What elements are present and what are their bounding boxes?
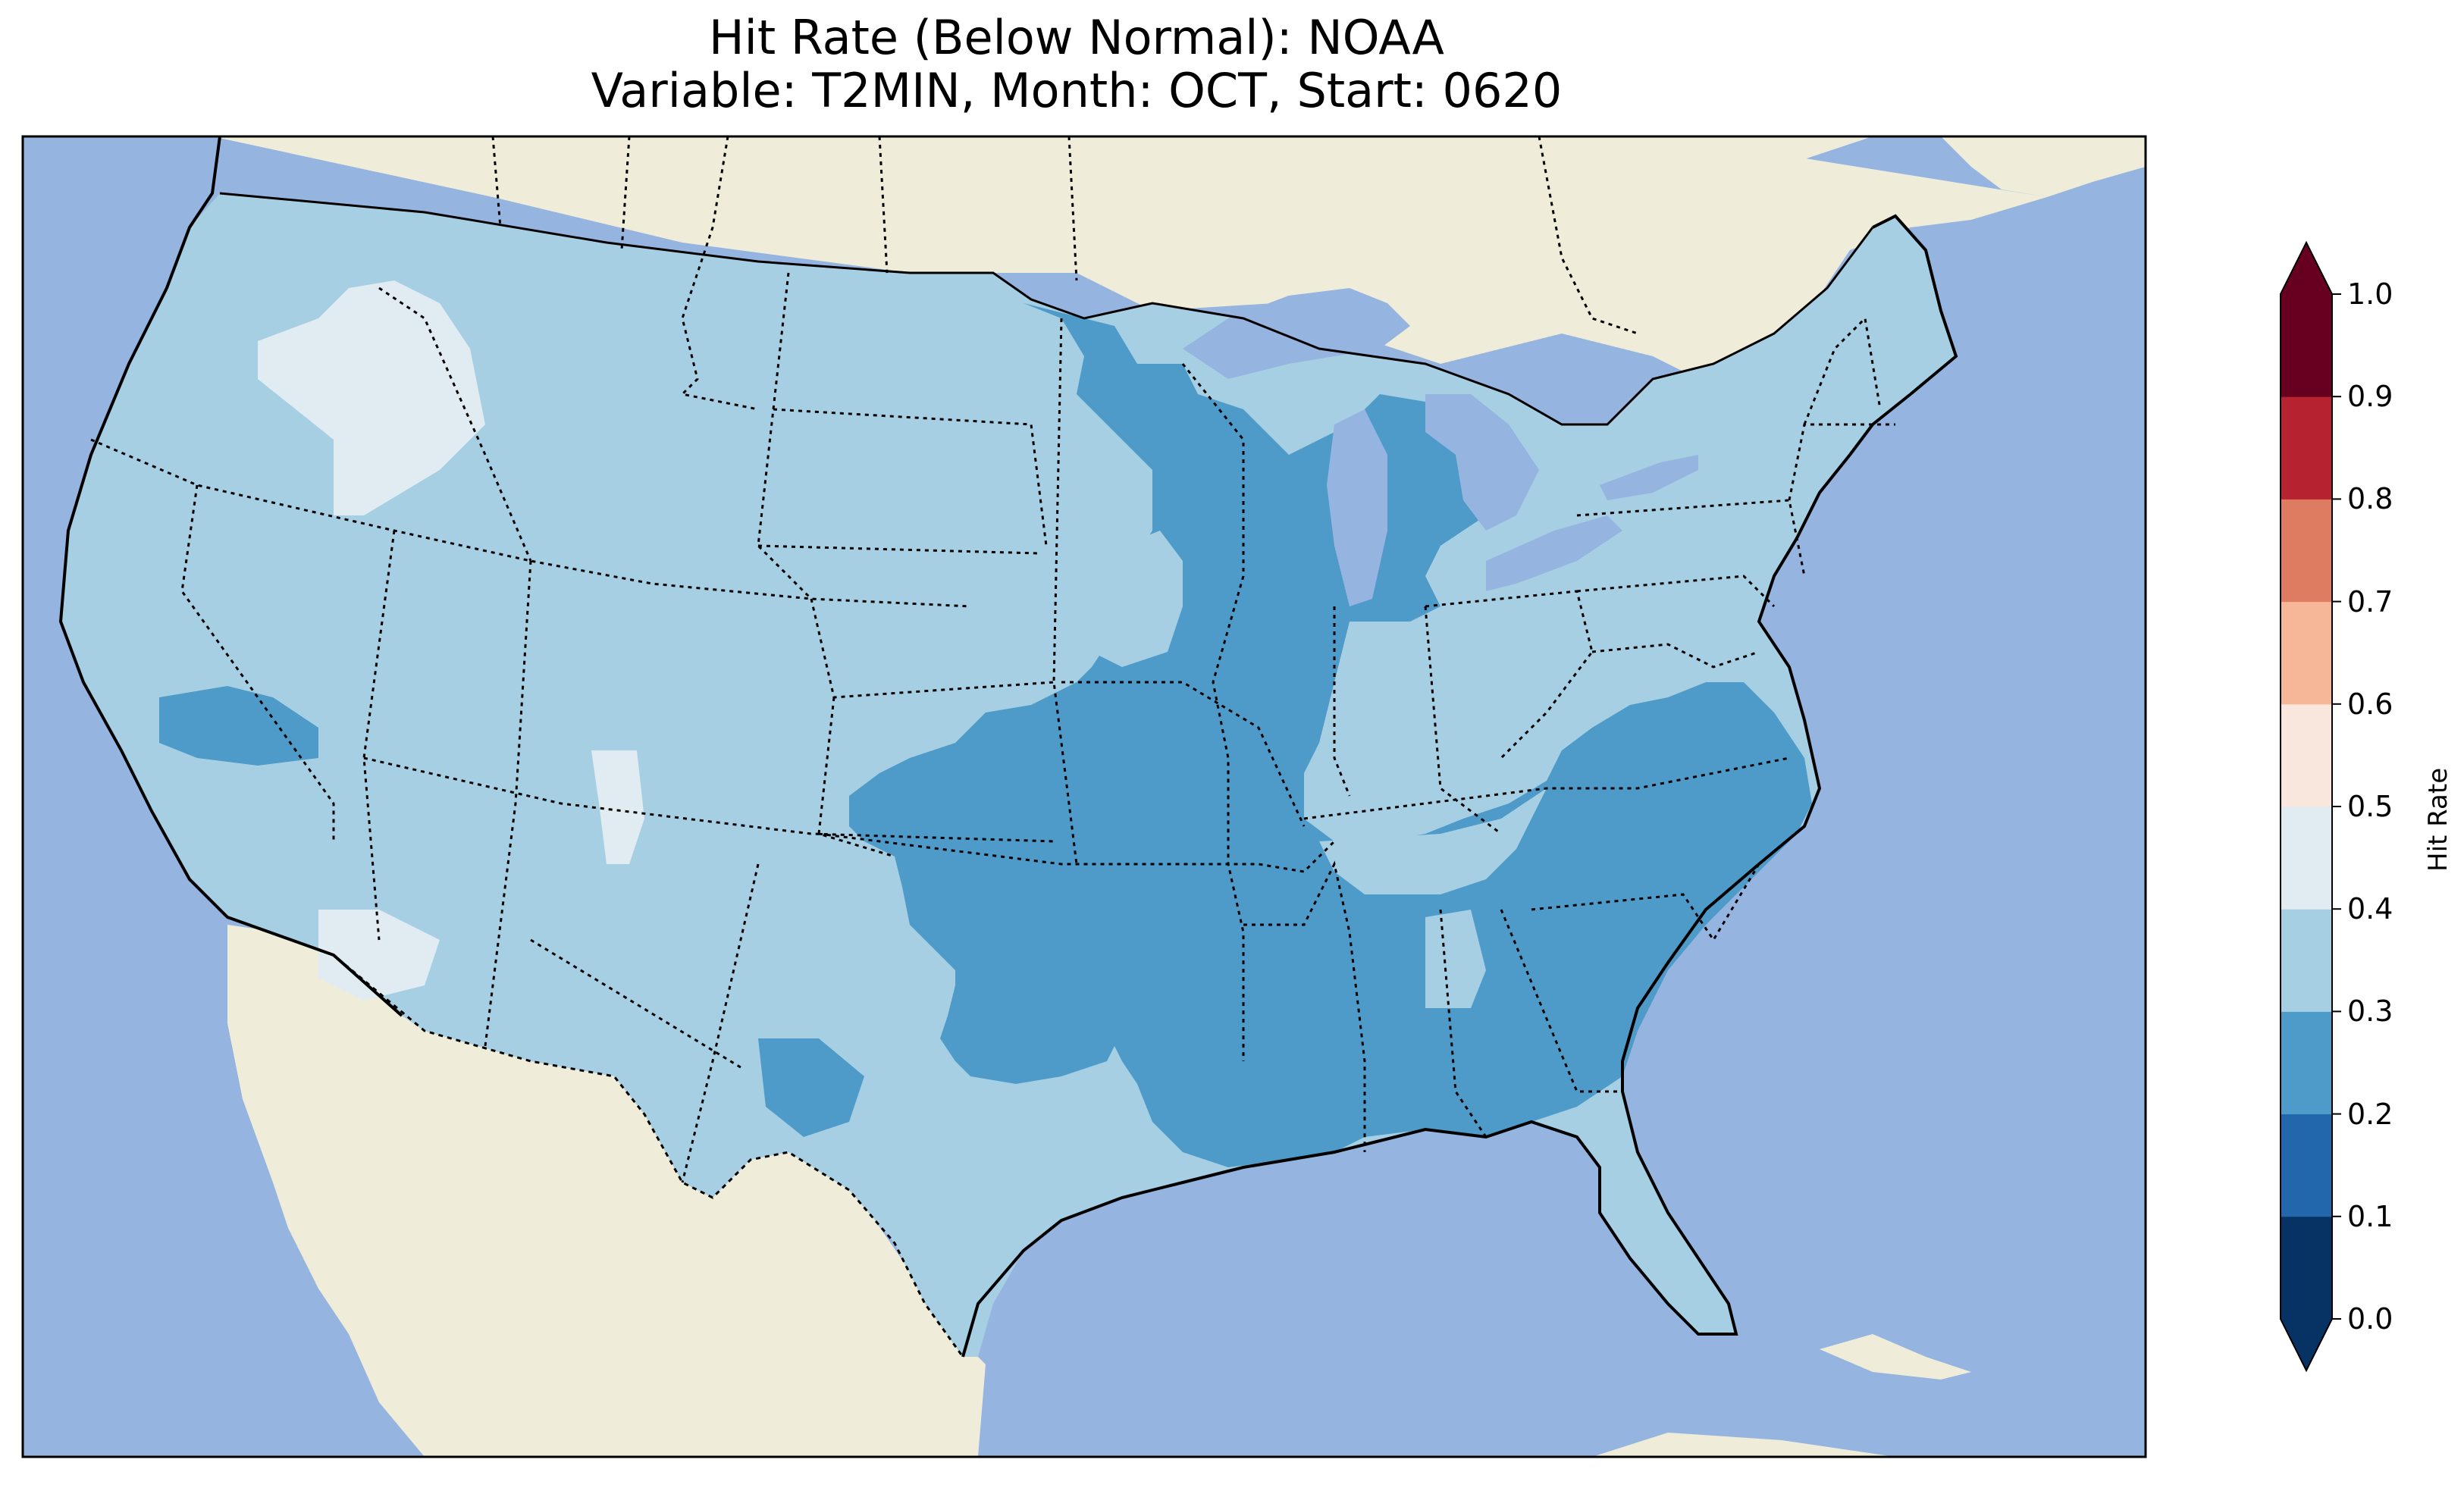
coastline bbox=[58, 136, 1958, 1358]
caribbean-land bbox=[1820, 1334, 1971, 1380]
lake-michigan bbox=[1327, 409, 1387, 606]
colorbar-bin-2 bbox=[2281, 1011, 2332, 1115]
colorbar-tick-label: 0.5 bbox=[2347, 790, 2393, 823]
colorbar-tick-label: 0.9 bbox=[2347, 380, 2393, 414]
lake-huron bbox=[1425, 394, 1539, 531]
indiana-pocket bbox=[1334, 622, 1425, 758]
us-canada-border bbox=[219, 192, 1874, 426]
hit-rate-0.2-0.3-central bbox=[849, 303, 1812, 1167]
colorbar-tick-label: 1.0 bbox=[2347, 277, 2393, 311]
texas-panhandle-pocket bbox=[758, 1038, 864, 1137]
lake-superior bbox=[1183, 288, 1410, 379]
colorbar-extend-top bbox=[2281, 243, 2332, 294]
colorbar-bin-7 bbox=[2281, 499, 2332, 603]
colorado-patch bbox=[591, 750, 644, 864]
title-line-1: Hit Rate (Below Normal): NOAA bbox=[709, 10, 1444, 65]
colorbar-bin-4 bbox=[2281, 807, 2332, 910]
colorbar-bin-1 bbox=[2281, 1113, 2332, 1217]
colorbar-bin-6 bbox=[2281, 601, 2332, 705]
tn-pocket bbox=[1319, 788, 1547, 894]
colorbar-bin-8 bbox=[2281, 396, 2332, 500]
idaho-montana-patch bbox=[258, 280, 485, 515]
state-borders bbox=[90, 136, 1895, 1183]
south-edge-land bbox=[1592, 1433, 1895, 1457]
colorbar-tick-label: 0.1 bbox=[2347, 1199, 2393, 1233]
mexico-land bbox=[227, 925, 986, 1457]
iowa-pocket bbox=[1084, 531, 1183, 667]
colorbar-axis-label: Hit Rate bbox=[2423, 767, 2453, 872]
colorbar-bin-5 bbox=[2281, 703, 2332, 807]
al-pocket bbox=[1425, 910, 1486, 1008]
nevada-pocket bbox=[159, 686, 318, 766]
colorbar bbox=[2280, 240, 2341, 1373]
map-frame bbox=[21, 135, 2147, 1458]
colorbar-bin-9 bbox=[2281, 294, 2332, 397]
colorbar-extend-bottom bbox=[2281, 1319, 2332, 1370]
colorbar-bin-3 bbox=[2281, 909, 2332, 1012]
colorbar-tick-label: 0.2 bbox=[2347, 1097, 2393, 1131]
canada-land bbox=[152, 136, 2146, 379]
lake-ontario bbox=[1600, 455, 1698, 500]
colorbar-tick-label: 0.0 bbox=[2347, 1302, 2393, 1336]
colorbar-tick-label: 0.4 bbox=[2347, 892, 2393, 926]
colorbar-tick-label: 0.3 bbox=[2347, 994, 2393, 1029]
lake-erie bbox=[1486, 515, 1622, 591]
arizona-patch bbox=[318, 910, 440, 1001]
colorbar-tick-label: 0.8 bbox=[2347, 482, 2393, 516]
colorbar-tick-label: 0.7 bbox=[2347, 584, 2393, 619]
colorbar-bin-0 bbox=[2281, 1216, 2332, 1320]
us-mexico-border bbox=[227, 916, 964, 1358]
colorbar-tick-label: 0.6 bbox=[2347, 687, 2393, 721]
title-line-2: Variable: T2MIN, Month: OCT, Start: 0620 bbox=[591, 63, 1563, 118]
